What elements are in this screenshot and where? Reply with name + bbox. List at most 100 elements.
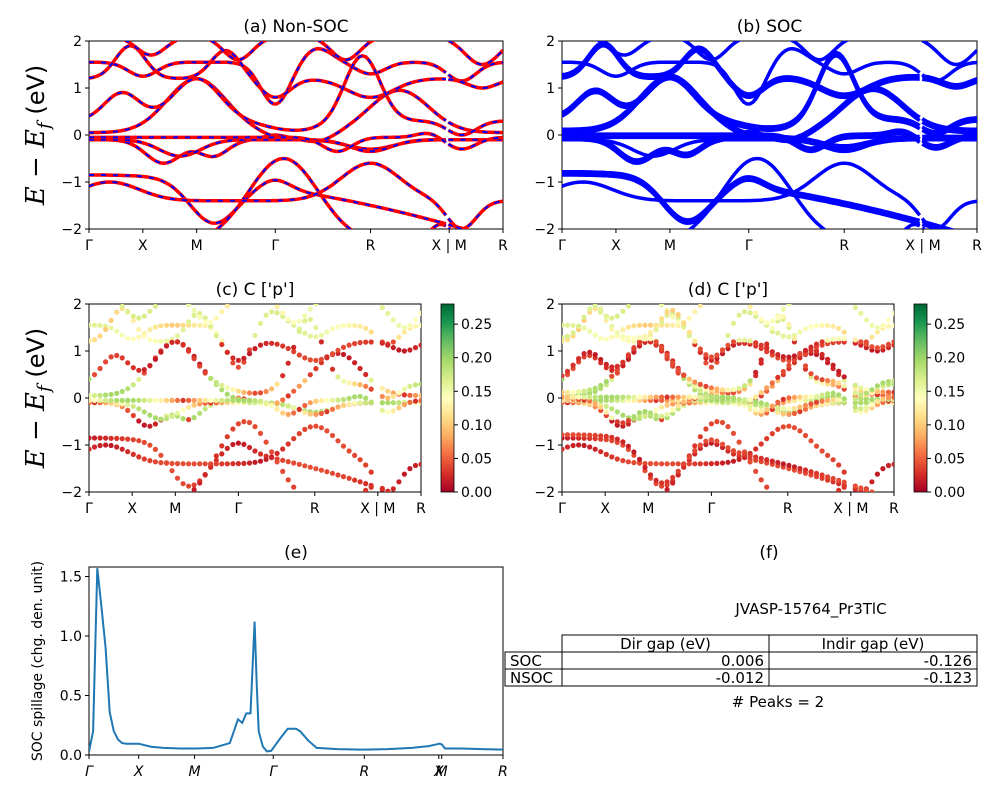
band-point (880, 322, 886, 328)
panel-c-xtick-label: R (310, 501, 320, 517)
band-point (719, 419, 726, 426)
band-point (664, 411, 670, 417)
band-point (692, 309, 698, 315)
band-point (191, 322, 197, 328)
colorbar-c-tick-label: 0.05 (461, 451, 492, 467)
band-point (114, 328, 120, 334)
band-point (570, 362, 576, 368)
band-point (285, 411, 291, 417)
panel-d-title: (d) C ['p'] (688, 280, 768, 300)
band-point (97, 333, 103, 339)
band-point (780, 406, 786, 412)
band-line (921, 135, 977, 151)
colorbar-d-tick-label: 0.00 (934, 485, 965, 501)
band-point (108, 317, 114, 324)
band-point (819, 448, 825, 454)
band-point (780, 396, 786, 402)
band-point (169, 322, 175, 328)
band-point (357, 400, 363, 406)
band-point (791, 353, 798, 359)
band-point (581, 314, 587, 320)
band-point (625, 324, 632, 330)
band-point (819, 339, 825, 345)
band-point (836, 397, 842, 403)
band-point (681, 394, 687, 400)
band-point (352, 381, 358, 387)
panel-e-ylabel: SOC spillage (chg. den. unit) (30, 561, 46, 761)
band-point (564, 322, 571, 328)
panel-c-ytick-label: 1 (73, 344, 82, 360)
band-point (747, 397, 753, 403)
band-point (830, 378, 836, 384)
band-point (659, 404, 665, 410)
band-point (285, 360, 291, 366)
band-point (609, 434, 615, 440)
band-point (224, 461, 230, 467)
band-point (119, 355, 125, 361)
band-point (119, 332, 125, 338)
band-point (891, 339, 894, 345)
band-point (246, 347, 253, 353)
band-point (418, 310, 421, 316)
band-point (880, 380, 886, 386)
band-point (769, 349, 775, 355)
band-point (169, 397, 175, 403)
band-point (647, 472, 654, 478)
band-point (703, 394, 709, 400)
band-point (863, 396, 869, 402)
band-point (202, 397, 208, 403)
band-point (614, 313, 620, 319)
band-point (753, 340, 759, 346)
band-point (130, 403, 136, 409)
band-point (352, 477, 358, 483)
band-point (808, 438, 814, 444)
band-point (219, 341, 225, 348)
band-point (664, 322, 670, 328)
band-point (791, 410, 798, 417)
panel-a-xtick-label: Γ (271, 238, 279, 254)
band-point (609, 334, 615, 340)
band-point (625, 459, 632, 465)
band-point (89, 322, 92, 328)
band-line (89, 137, 446, 158)
band-point (230, 461, 236, 467)
band-point (686, 329, 692, 335)
panel-d-ytick-label: −1 (534, 438, 555, 454)
band-point (329, 366, 336, 372)
panel-c-ytick-label: 2 (73, 297, 82, 313)
colorbar-c-tick-label: 0.25 (461, 317, 492, 333)
band-point (670, 322, 676, 328)
band-point (263, 456, 269, 462)
band-point (363, 400, 369, 406)
band-point (158, 349, 164, 355)
band-point (335, 374, 341, 380)
band-point (119, 388, 125, 395)
band-point (230, 441, 236, 448)
panel-e-ytick-label: 1.0 (60, 629, 82, 645)
band-point (335, 438, 341, 444)
band-point (224, 397, 230, 403)
band-point (730, 458, 737, 464)
band-point (808, 344, 814, 350)
band-point (636, 335, 643, 341)
panel-c-title: (c) C ['p'] (216, 280, 295, 300)
band-point (869, 489, 875, 492)
band-line-dashed (447, 120, 503, 136)
band-point (603, 361, 609, 367)
band-point (659, 461, 665, 467)
band-point (307, 411, 313, 417)
band-point (191, 307, 197, 313)
band-point (681, 372, 687, 378)
band-point (296, 461, 302, 467)
band-point (136, 376, 142, 383)
band-point (385, 342, 391, 348)
band-point (625, 304, 631, 309)
band-point (152, 324, 158, 330)
band-point (235, 421, 241, 427)
band-point (581, 432, 587, 438)
band-point (91, 392, 98, 399)
band-point (202, 315, 208, 321)
band-point (753, 399, 759, 405)
band-point (885, 341, 892, 347)
band-point (758, 455, 764, 461)
